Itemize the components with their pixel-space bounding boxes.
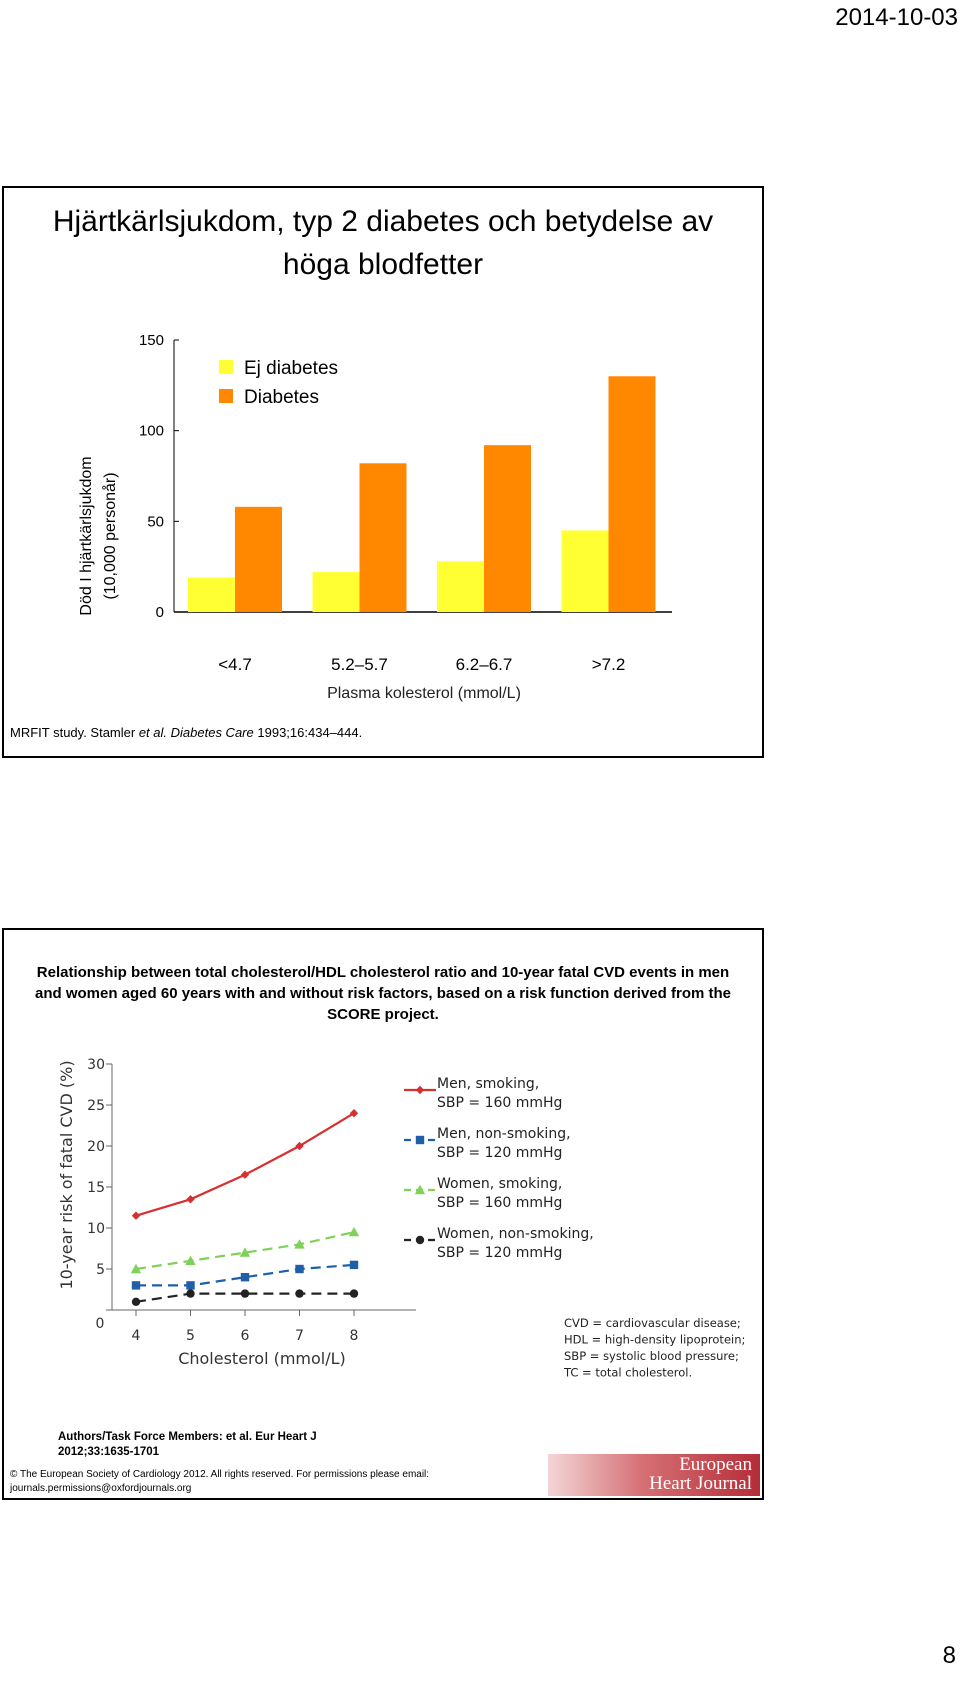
x-tick-label: <4.7 xyxy=(218,655,252,674)
y-tick-label: 100 xyxy=(139,423,164,440)
data-point xyxy=(130,1263,142,1274)
data-point xyxy=(349,1260,359,1270)
copyright-line2: journals.permissions@oxfordjournals.org xyxy=(10,1483,192,1494)
bar-diabetes xyxy=(235,506,282,612)
abbreviation: HDL = high-density lipoprotein; xyxy=(564,1333,745,1347)
y-tick-label: 5 xyxy=(96,1262,105,1278)
y-axis-label-line1: Död I hjärtkärlsjukdom xyxy=(78,456,95,615)
legend-label-line1: Women, non-smoking, xyxy=(437,1226,594,1242)
y-tick-label: 50 xyxy=(147,513,164,530)
data-point xyxy=(186,1289,195,1298)
y-tick-label: 15 xyxy=(87,1180,105,1196)
x-axis-label: Cholesterol (mmol/L) xyxy=(178,1349,346,1368)
data-point xyxy=(295,1264,304,1274)
y-tick-label: 0 xyxy=(156,604,164,621)
citation: MRFIT study. Stamler et al. Diabetes Car… xyxy=(10,725,362,740)
european-heart-journal-logo: European Heart Journal xyxy=(548,1454,760,1496)
legend-label-line2: SBP = 120 mmHg xyxy=(437,1245,562,1261)
series-line-1 xyxy=(136,1263,355,1287)
legend-label: Diabetes xyxy=(244,387,319,408)
data-point xyxy=(349,1289,359,1298)
copyright: © The European Society of Cardiology 201… xyxy=(10,1468,429,1496)
logo-line2: Heart Journal xyxy=(649,1473,752,1494)
legend-label: Ej diabetes xyxy=(244,358,338,379)
citation-rest: 1993;16:434–444. xyxy=(257,725,363,740)
legend-label-line2: SBP = 120 mmHg xyxy=(437,1145,562,1161)
data-point xyxy=(186,1281,195,1290)
data-point xyxy=(185,1255,196,1265)
legend-label-line2: SBP = 160 mmHg xyxy=(437,1195,562,1211)
x-tick-label: 8 xyxy=(350,1328,359,1344)
legend-marker xyxy=(415,1235,425,1245)
data-point xyxy=(295,1289,304,1298)
data-point xyxy=(240,1273,250,1282)
legend-marker xyxy=(415,1085,425,1095)
y-tick-label: 20 xyxy=(87,1139,105,1155)
page-number: 8 xyxy=(942,1642,956,1669)
x-tick-label: 6 xyxy=(241,1328,250,1344)
abbreviation: TC = total cholesterol. xyxy=(563,1366,692,1380)
bar-ej-diabetes xyxy=(312,572,360,612)
legend-label-line1: Men, smoking, xyxy=(437,1076,539,1092)
data-point xyxy=(131,1297,141,1306)
data-point xyxy=(348,1226,360,1237)
x-tick-label: 5.2–5.7 xyxy=(331,655,388,674)
data-point xyxy=(186,1195,195,1204)
legend-label-line1: Men, non-smoking, xyxy=(437,1126,571,1142)
authors: Authors/Task Force Members: et al. Eur H… xyxy=(58,1430,317,1460)
logo-line1: European xyxy=(679,1454,752,1475)
series-line-0 xyxy=(135,1112,355,1217)
y-axis-label-line2: (10,000 personår) xyxy=(101,472,119,599)
data-point xyxy=(131,1211,141,1220)
x-tick-label: >7.2 xyxy=(592,655,626,674)
copyright-line1: © The European Society of Cardiology 201… xyxy=(10,1469,430,1480)
slide-title: Hjärtkärlsjukdom, typ 2 diabetes och bet… xyxy=(52,205,714,281)
legend-label-line1: Women, smoking, xyxy=(437,1176,562,1192)
legend-marker xyxy=(415,1135,425,1145)
citation-prefix: MRFIT study. Stamler xyxy=(10,725,139,740)
series-line-3 xyxy=(135,1292,354,1303)
bar-diabetes xyxy=(484,445,531,612)
bar-ej-diabetes xyxy=(561,530,609,612)
abbreviation: CVD = cardiovascular disease; xyxy=(564,1316,741,1330)
x-tick-label: 7 xyxy=(295,1328,304,1344)
abbreviation: SBP = systolic blood pressure; xyxy=(564,1349,739,1363)
x-tick-label: 4 xyxy=(132,1328,141,1344)
data-point xyxy=(294,1239,305,1249)
header-date: 2014-10-03 xyxy=(835,4,958,31)
authors-line2: 2012;33:1635-1701 xyxy=(58,1446,160,1458)
bar-diabetes xyxy=(359,463,407,612)
y-axis-label: 10-year risk of fatal CVD (%) xyxy=(57,1060,76,1289)
x-axis-label: Plasma kolesterol (mmol/L) xyxy=(327,685,521,702)
y-tick-label: 30 xyxy=(87,1057,105,1073)
bar-diabetes xyxy=(608,376,656,612)
data-point xyxy=(239,1247,251,1257)
data-point xyxy=(240,1170,250,1179)
legend-swatch xyxy=(219,389,233,403)
data-point xyxy=(240,1289,250,1298)
series-line-2 xyxy=(135,1231,355,1271)
data-point xyxy=(131,1281,141,1290)
data-point xyxy=(295,1141,304,1151)
citation-journal: Diabetes Care xyxy=(170,725,254,740)
y-tick-label: 150 xyxy=(139,332,164,349)
bar-chart: 0 50 100 150 <4.7 5.2–5.7 6.2–6.7 >7.2 Plasma ko… xyxy=(78,332,672,702)
bar-ej-diabetes xyxy=(188,577,235,612)
citation-etal: et al. xyxy=(138,725,168,740)
legend-marker xyxy=(414,1184,426,1195)
x-tick-label: 5 xyxy=(186,1328,195,1344)
y-tick-label: 25 xyxy=(87,1098,105,1114)
y-tick-label: 10 xyxy=(87,1221,105,1237)
y-tick-label: 0 xyxy=(96,1316,105,1332)
legend-swatch xyxy=(219,360,233,374)
legend-label-line2: SBP = 160 mmHg xyxy=(437,1095,562,1111)
x-tick-label: 6.2–6.7 xyxy=(456,655,513,674)
authors-line1: Authors/Task Force Members: et al. Eur H… xyxy=(58,1431,317,1443)
slide-title: Relationship between total cholesterol/H… xyxy=(35,964,731,1023)
bar-ej-diabetes xyxy=(437,561,484,612)
slide-diabetes-cholesterol: Hjärtkärlsjukdom, typ 2 diabetes och bet… xyxy=(2,186,764,758)
slide-score-chart: Relationship between total cholesterol/H… xyxy=(2,928,764,1500)
